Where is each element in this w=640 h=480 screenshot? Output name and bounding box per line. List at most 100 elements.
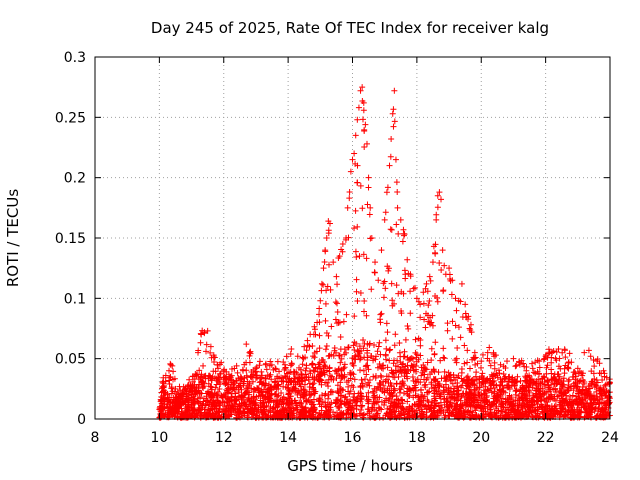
- data-point: [259, 372, 266, 379]
- data-point: [407, 367, 414, 374]
- data-point: [553, 349, 560, 356]
- data-point: [413, 295, 420, 302]
- data-point: [389, 297, 396, 304]
- data-point: [402, 336, 409, 343]
- data-point: [256, 389, 263, 396]
- data-point: [353, 254, 360, 261]
- data-point: [234, 369, 241, 376]
- data-point: [413, 354, 420, 361]
- data-point: [227, 405, 234, 412]
- data-point: [368, 286, 375, 293]
- data-point: [188, 404, 195, 411]
- data-point: [232, 401, 239, 408]
- data-point: [325, 261, 332, 268]
- data-point: [210, 399, 217, 406]
- data-point: [353, 288, 360, 295]
- data-point: [340, 318, 347, 325]
- data-point: [387, 226, 394, 233]
- data-point: [584, 391, 591, 398]
- data-point: [517, 377, 524, 384]
- data-point: [435, 369, 442, 376]
- data-point: [487, 362, 494, 369]
- data-point: [338, 355, 345, 362]
- data-point: [351, 356, 358, 363]
- data-point: [359, 380, 366, 387]
- data-point: [386, 405, 393, 412]
- data-point: [516, 388, 523, 395]
- data-point: [390, 123, 397, 130]
- data-point: [216, 370, 223, 377]
- data-point: [294, 389, 301, 396]
- data-point: [427, 405, 434, 412]
- data-point: [464, 373, 471, 380]
- data-point: [303, 397, 310, 404]
- data-point: [585, 383, 592, 390]
- data-point: [599, 406, 606, 413]
- data-point: [421, 316, 428, 323]
- data-point: [172, 398, 179, 405]
- data-point: [243, 403, 250, 410]
- data-point: [480, 396, 487, 403]
- data-point: [325, 332, 332, 339]
- data-point: [162, 396, 169, 403]
- data-point: [455, 409, 462, 416]
- data-point: [339, 387, 346, 394]
- data-point: [330, 259, 337, 266]
- data-point: [286, 399, 293, 406]
- data-point: [554, 393, 561, 400]
- data-point: [220, 367, 227, 374]
- data-point: [345, 404, 352, 411]
- data-point: [254, 408, 261, 415]
- data-point: [427, 277, 434, 284]
- data-point: [459, 313, 466, 320]
- data-point: [413, 401, 420, 408]
- y-tick-label: 0: [77, 412, 86, 428]
- data-point: [374, 394, 381, 401]
- data-point: [423, 280, 430, 287]
- data-point: [318, 280, 325, 287]
- data-point: [186, 376, 193, 383]
- data-point: [187, 385, 194, 392]
- data-point: [472, 361, 479, 368]
- data-point: [232, 409, 239, 416]
- data-point: [562, 390, 569, 397]
- data-point: [356, 348, 363, 355]
- data-point: [338, 392, 345, 399]
- data-point: [310, 331, 317, 338]
- data-point: [244, 406, 251, 413]
- data-point: [357, 367, 364, 374]
- data-point: [404, 398, 411, 405]
- data-point: [211, 406, 218, 413]
- data-point: [418, 399, 425, 406]
- data-point: [334, 403, 341, 410]
- data-point: [388, 383, 395, 390]
- data-point: [530, 369, 537, 376]
- data-point: [327, 372, 334, 379]
- data-point: [329, 389, 336, 396]
- data-point: [444, 398, 451, 405]
- data-point: [359, 205, 366, 212]
- data-point: [383, 397, 390, 404]
- data-point: [201, 409, 208, 416]
- data-point: [455, 324, 462, 331]
- data-point: [366, 382, 373, 389]
- data-point: [540, 356, 547, 363]
- data-point: [499, 401, 506, 408]
- data-point: [439, 247, 446, 254]
- data-point: [594, 358, 601, 365]
- data-point: [349, 359, 356, 366]
- data-point: [393, 221, 400, 228]
- data-point: [361, 354, 368, 361]
- data-point: [263, 366, 270, 373]
- data-point: [350, 342, 357, 349]
- data-point: [212, 384, 219, 391]
- data-point: [195, 349, 201, 356]
- data-point: [336, 253, 343, 260]
- data-point: [243, 359, 250, 366]
- data-point: [212, 368, 219, 375]
- data-point: [244, 387, 251, 394]
- data-point: [467, 403, 474, 410]
- data-point: [242, 390, 249, 397]
- data-point: [396, 339, 403, 346]
- data-point: [208, 384, 215, 391]
